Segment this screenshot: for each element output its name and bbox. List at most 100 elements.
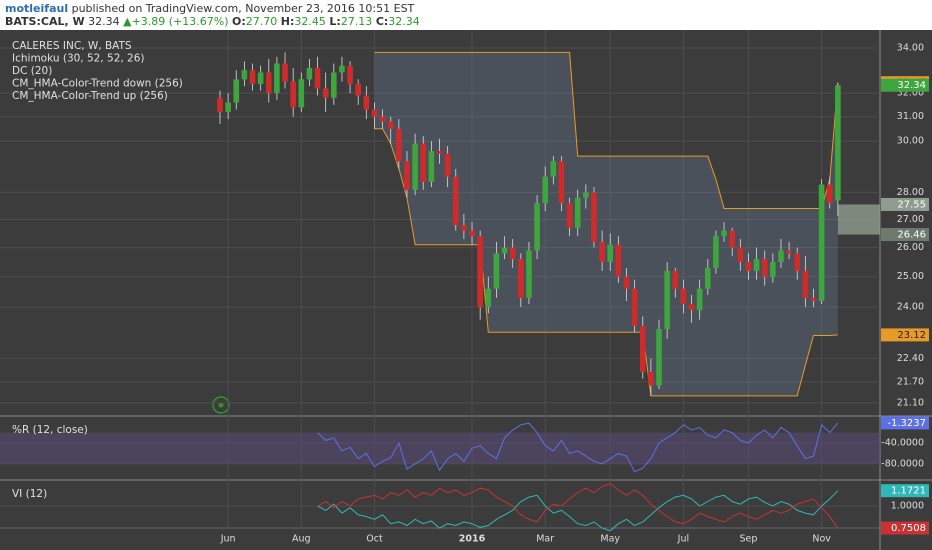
candle-body [835, 85, 841, 201]
y-tick-label: 34.00 [897, 42, 924, 53]
dc-fill [374, 52, 838, 396]
quote-line: BATS:CAL, W 32.34 ▲+3.89 (+13.67%) O:27.… [5, 15, 420, 28]
candle-body [558, 161, 565, 204]
candle-body [656, 329, 662, 386]
candle-body [786, 250, 792, 254]
y-tick-label: -40.0000 [881, 438, 924, 449]
candle-body [518, 259, 524, 298]
ohlc-label: C: [376, 15, 388, 28]
candle-body [347, 65, 353, 84]
price-badge [881, 416, 929, 430]
y-tick-label: 30.00 [897, 136, 924, 147]
candle-body [509, 247, 516, 260]
x-tick-label: Sep [739, 534, 757, 545]
candle-body [485, 288, 492, 308]
candle-body [298, 79, 305, 108]
ohlc-value: 32.45 [294, 15, 326, 28]
price-badge-label: 0.7508 [891, 523, 926, 534]
ohlc-value: 27.13 [341, 15, 373, 28]
candle-body [282, 63, 288, 82]
candle-body [818, 184, 825, 301]
legend-entry: CALERES INC, W, BATS [12, 40, 132, 52]
candle-body [802, 270, 809, 298]
candle-body [322, 88, 329, 98]
candle-body [225, 102, 231, 112]
candle-body [680, 288, 687, 305]
candle-body [745, 262, 752, 271]
legend-entry: CM_HMA-Color-Trend down (256) [12, 78, 183, 90]
candle-body [623, 276, 630, 289]
candle-body [444, 153, 451, 177]
x-tick-label: Nov [812, 534, 831, 545]
user[interactable]: motleifaul [5, 2, 68, 15]
indicator-line [317, 422, 839, 473]
ohlc-label: O: [232, 15, 246, 28]
candle-body [648, 371, 654, 386]
candle-body [566, 203, 573, 228]
candle-body [599, 241, 605, 263]
candle-body [412, 143, 418, 190]
candle-body [501, 247, 508, 254]
ichimoku-cloud [837, 204, 880, 235]
arrow: ▲ [123, 15, 132, 28]
candle-body [705, 267, 711, 289]
candle-body [615, 244, 622, 277]
candle-body [778, 250, 784, 263]
price-badge-label: -1.3237 [887, 418, 926, 429]
candle-body [826, 184, 833, 204]
candle-body [420, 143, 427, 182]
y-tick-label: 25.00 [897, 271, 924, 282]
candle-body [672, 270, 679, 289]
candle-body [574, 197, 581, 228]
candle-body [241, 70, 248, 80]
marker-icon [212, 396, 230, 414]
price-badge [881, 484, 929, 498]
price-badge [881, 78, 929, 92]
y-tick-label: 24.00 [897, 302, 924, 313]
candle-body [404, 161, 410, 190]
price-badge [881, 328, 929, 342]
candle-body [664, 270, 670, 330]
candle-body [290, 81, 296, 108]
pane-title: VI (12) [12, 488, 47, 500]
candle-body [688, 304, 695, 311]
candle-body [477, 236, 483, 308]
candle-body [583, 192, 589, 198]
y-tick-label: 27.00 [897, 214, 924, 225]
symbol: BATS:CAL, W [5, 15, 85, 28]
candle-body [713, 236, 719, 268]
candle-body [452, 176, 459, 226]
candle-body [249, 70, 256, 84]
candle-body [355, 83, 362, 96]
candle-body [436, 151, 443, 154]
candle-body [379, 116, 386, 122]
candle-body [526, 250, 532, 298]
candle-body [770, 262, 776, 277]
candle-body [469, 230, 475, 237]
x-tick-label: Mar [536, 534, 554, 545]
candle-body [306, 67, 313, 80]
last: 32.34 [88, 15, 120, 28]
legend-entry: CM_HMA-Color-Trend up (256) [12, 90, 168, 102]
candle-body [550, 161, 557, 177]
y-tick-label: 22.40 [897, 353, 924, 364]
price-badge-label: 27.55 [897, 199, 926, 210]
candle-body [493, 253, 500, 289]
candle-body [314, 67, 321, 89]
price-badge [881, 521, 929, 535]
candle-body [534, 203, 540, 251]
dc-lower-line [374, 128, 838, 397]
candle-body [257, 72, 264, 84]
candle-body [696, 288, 703, 311]
y-tick-label: 21.70 [897, 377, 924, 388]
candle-body [217, 97, 223, 112]
candle-body [729, 230, 735, 248]
price-badge-label: 1.1721 [891, 486, 926, 497]
y-tick-label: 32.00 [897, 88, 924, 99]
price-badge-label: 32.34 [897, 80, 926, 91]
y-tick-label: 31.00 [897, 111, 924, 122]
publish-line: motleifaul published on TradingView.com,… [5, 2, 415, 15]
pane-title: %R (12, close) [12, 424, 88, 436]
candle-body [233, 79, 240, 103]
